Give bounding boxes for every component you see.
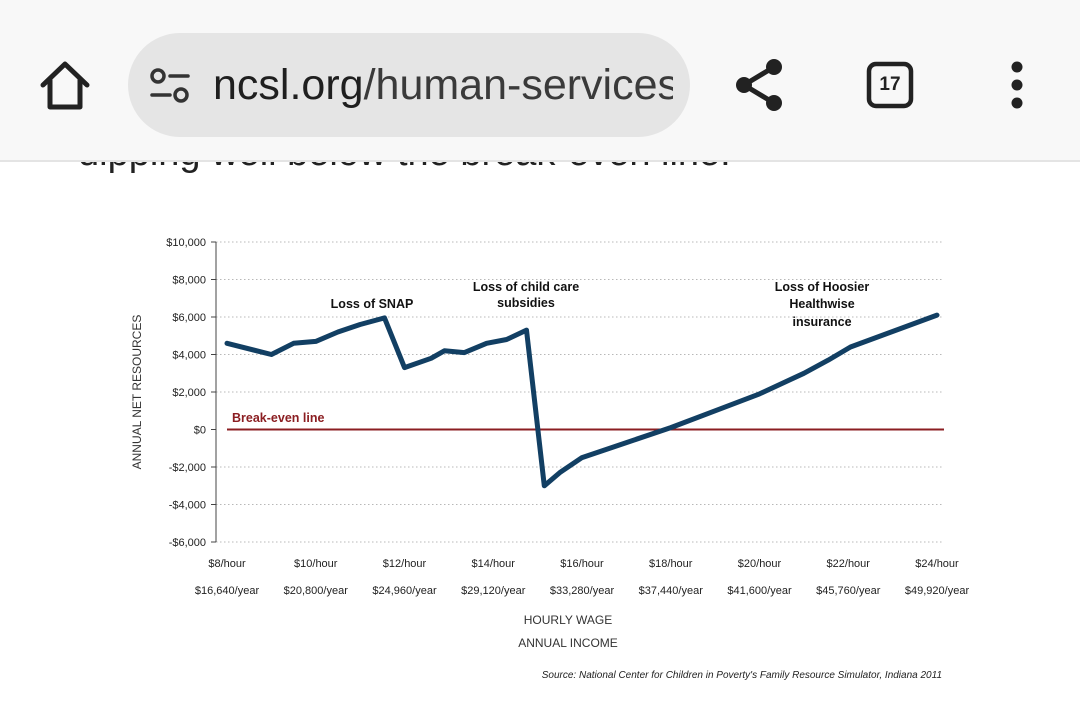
home-icon: [40, 61, 90, 110]
annotation-child-care-line2: subsidies: [497, 296, 555, 310]
y-tick-label: $0: [194, 425, 206, 437]
url-path: /human-services: [363, 61, 673, 109]
x-tick-label: $22/hour: [827, 558, 871, 570]
annotation-snap: Loss of SNAP: [331, 297, 414, 311]
net-resources-series: [224, 312, 940, 489]
y-tick-label: $4,000: [172, 350, 206, 362]
menu-button[interactable]: [987, 55, 1047, 115]
tabs-icon: [866, 61, 914, 109]
x-tick-label-annual: $45,760/year: [816, 585, 881, 597]
address-bar[interactable]: ncsl.org/human-services: [128, 33, 690, 137]
grid-lines: [216, 241, 942, 543]
annotation-hoosier-line3: insurance: [792, 315, 851, 329]
break-even-label: Break-even line: [232, 411, 324, 425]
tab-switcher-button[interactable]: 17: [860, 55, 920, 115]
x-axis-title: HOURLY WAGE: [524, 613, 612, 627]
x-tick-label-annual: $37,440/year: [639, 585, 704, 597]
annotation-child-care-line1: Loss of child care: [473, 280, 579, 294]
x-tick-label-annual: $49,920/year: [905, 585, 970, 597]
x-axis-title-secondary: ANNUAL INCOME: [518, 636, 618, 650]
x-tick-label: $24/hour: [915, 558, 959, 570]
y-tick-label: -$2,000: [169, 462, 206, 474]
x-axis-ticks: $8/hour $16,640/year $10/hour $20,800/year $…: [195, 558, 970, 597]
y-tick-label: -$6,000: [169, 537, 206, 549]
x-tick-label: $18/hour: [649, 558, 693, 570]
annotation-snap-line1: Loss of SNAP: [331, 297, 414, 311]
url-text[interactable]: ncsl.org/human-services: [213, 56, 673, 114]
x-tick-label-annual: $41,600/year: [727, 585, 792, 597]
y-tick-label: $2,000: [172, 387, 206, 399]
share-button[interactable]: [729, 55, 789, 115]
annotation-child-care: Loss of child care subsidies: [473, 280, 579, 310]
x-tick-label: $8/hour: [208, 558, 246, 570]
more-vert-icon: [1011, 61, 1023, 109]
y-axis-title: ANNUAL NET RESOURCES: [130, 315, 144, 470]
x-tick-label: $12/hour: [383, 558, 427, 570]
annotation-hoosier: Loss of Hoosier Healthwise insurance: [775, 280, 870, 329]
url-domain: ncsl.org: [213, 61, 364, 109]
x-tick-label-annual: $16,640/year: [195, 585, 260, 597]
share-icon: [736, 59, 782, 111]
y-tick-label: $10,000: [166, 237, 206, 249]
tab-count: 17: [879, 74, 901, 95]
chart-source: Source: National Center for Children in …: [542, 670, 942, 681]
x-tick-label: $16/hour: [560, 558, 604, 570]
tune-icon[interactable]: [148, 66, 192, 106]
annotation-hoosier-line2: Healthwise: [789, 297, 854, 311]
home-button[interactable]: [35, 55, 95, 115]
browser-toolbar: ncsl.org/human-services 17: [0, 0, 1080, 162]
x-tick-label-annual: $20,800/year: [284, 585, 349, 597]
x-tick-label: $14/hour: [472, 558, 516, 570]
y-tick-label: -$4,000: [169, 500, 206, 512]
annotation-hoosier-line1: Loss of Hoosier: [775, 280, 870, 294]
x-tick-label-annual: $29,120/year: [461, 585, 526, 597]
y-tick-label: $6,000: [172, 312, 206, 324]
y-axis-ticks: $10,000 $8,000 $6,000 $4,000 $2,000 $0 -$2,000…: [166, 237, 216, 549]
x-tick-label: $10/hour: [294, 558, 338, 570]
y-tick-label: $8,000: [172, 275, 206, 287]
x-tick-label: $20/hour: [738, 558, 782, 570]
x-tick-label-annual: $24,960/year: [372, 585, 437, 597]
x-tick-label-annual: $33,280/year: [550, 585, 615, 597]
